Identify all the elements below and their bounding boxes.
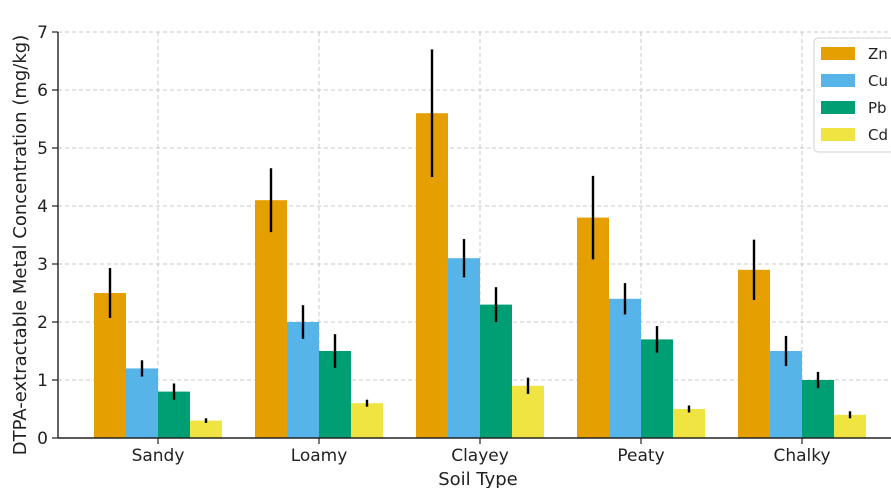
legend-label: Pb — [868, 99, 887, 117]
y-tick-label: 3 — [37, 255, 48, 275]
x-tick-label: Peaty — [617, 446, 664, 466]
bar-cd-clayey — [512, 385, 544, 438]
x-tick-label: Sandy — [132, 446, 185, 466]
axes — [52, 31, 891, 444]
bar-pb-clayey — [480, 304, 512, 438]
legend-label: Zn — [868, 45, 888, 63]
y-tick-label: 5 — [37, 139, 48, 159]
legend-box — [813, 37, 891, 153]
bar-pb-chalky — [802, 380, 834, 438]
bar-cu-clayey — [448, 258, 480, 438]
y-tick-label: 2 — [37, 313, 48, 333]
error-bars — [108, 49, 852, 423]
bar-cu-loamy — [287, 322, 319, 438]
bar-cd-loamy — [351, 403, 383, 438]
legend: Zn Cu Pb Cd — [813, 37, 891, 153]
legend-swatch — [821, 47, 855, 60]
y-tick-label: 0 — [37, 429, 48, 449]
bar-cu-sandy — [126, 368, 158, 438]
bars — [94, 113, 866, 438]
x-tick-labels: Sandy Loamy Clayey Peaty Chalky — [132, 446, 831, 466]
y-tick-label: 7 — [37, 23, 48, 43]
y-tick-labels: 0 1 2 3 4 5 6 7 — [37, 23, 48, 449]
y-tick-label: 1 — [37, 371, 48, 391]
x-axis-label: Soil Type — [438, 469, 518, 488]
bar-zn-loamy — [255, 200, 287, 438]
bar-cd-sandy — [190, 420, 222, 438]
y-tick-label: 6 — [37, 81, 48, 101]
legend-label: Cd — [868, 126, 888, 144]
bar-cd-chalky — [834, 414, 866, 438]
legend-swatch — [821, 128, 855, 141]
bar-cd-peaty — [673, 409, 705, 438]
y-tick-label: 4 — [37, 197, 48, 217]
bar-pb-peaty — [641, 339, 673, 438]
legend-label: Cu — [868, 72, 888, 90]
legend-swatch — [821, 74, 855, 87]
y-axis-label: DTPA-extractable Metal Concentration (mg… — [10, 35, 31, 455]
x-tick-label: Clayey — [451, 446, 509, 466]
x-tick-label: Loamy — [291, 446, 348, 466]
x-tick-label: Chalky — [773, 446, 830, 466]
legend-swatch — [821, 101, 855, 114]
bar-cu-peaty — [609, 298, 641, 438]
